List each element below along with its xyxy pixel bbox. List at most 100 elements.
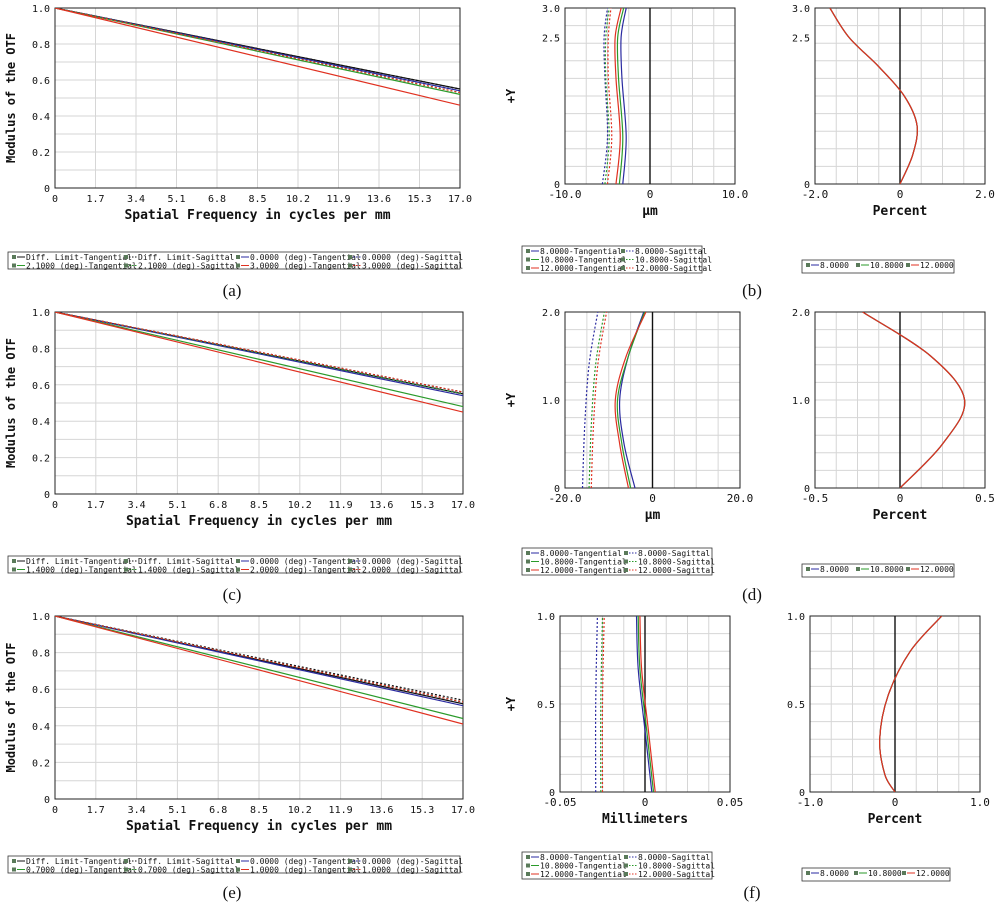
chart-b-left-xtick-label: 10.0 [722,188,749,201]
chart-e-series-line [55,616,463,720]
legend-e-entry: 0.0000 (deg)-Tangential [250,857,361,866]
legend-d-left-entry: 12.0000-Sagittal [638,566,715,575]
chart-e-ylabel: Modulus of the OTF [4,642,18,772]
chart-b-left-series-line [604,8,610,184]
legend-e-entry: Diff. Limit-Tangential [26,857,132,866]
chart-b-left-series-line [601,8,609,184]
legend-f-right-entry: 10.8000 [868,869,902,878]
legend-f-left-swatch [526,863,530,868]
chart-d-left-ylabel: +Y [504,392,518,407]
legend-f-left-entry: 10.8000-Tangential [540,862,627,871]
chart-d-left-ytick-label: 2.0 [542,308,560,319]
chart-d-right-xtick-label: 0.5 [975,492,995,505]
chart-e-ytick-label: 0.8 [32,649,50,660]
chart-c-xtick-label: 13.6 [369,500,393,511]
legend-b-left-swatch [621,257,625,262]
legend-b-left-swatch [621,266,625,270]
chart-b-right-ytick-label: 0 [804,180,810,191]
chart-e-ytick-label: 0 [44,795,50,806]
legend-b-left-entry: 10.8000-Sagittal [635,256,712,265]
legend-f-left-entry: 8.0000-Tangential [540,853,622,862]
chart-a-ytick-label: 0.4 [32,112,50,123]
legend-a-entry: 2.1000 (deg)-Sagittal [138,262,239,271]
chart-f-right-xlabel: Percent [868,812,923,827]
legend-e-swatch [348,867,352,872]
legend-c-entry: 2.0000 (deg)-Sagittal [362,566,463,575]
legend-c-swatch [124,559,128,563]
legend-c-entry: 1.4000 (deg)-Sagittal [138,566,239,575]
legend-b-left-entry: 8.0000-Tangential [540,247,622,256]
chart-d-left-series-line [616,312,646,488]
chart-f-left-series-line [601,616,605,792]
chart-c-series-group [55,312,463,413]
chart-c-xtick-label: 8.5 [250,500,268,511]
legend-d-right-entry: 8.0000 [820,565,849,574]
legend-f-left-swatch [526,872,530,876]
legend-b-right-entry: 12.0000 [920,261,954,270]
legend-a-swatch [124,263,128,268]
legend-b-left-swatch [526,266,530,270]
legend-c-entry: 1.4000 (deg)-Tangential [26,566,137,575]
chart-f-left-series-line [639,616,656,792]
legend-d-left-swatch [526,551,530,555]
chart-f-left-ytick-label: 0 [549,788,555,799]
legend-e-swatch [124,867,128,872]
chart-b-right-ytick-label: 3.0 [792,4,810,15]
legend-a-entry: Diff. Limit-Tangential [26,253,132,262]
legend-c-swatch [348,567,352,572]
chart-f-right-series-line [879,616,943,792]
chart-a-ylabel: Modulus of the OTF [4,33,18,163]
legend-b-right-entry: 8.0000 [820,261,849,270]
chart-e-xtick-label: 11.9 [329,805,353,816]
chart-a-xtick-label: 3.4 [127,194,145,205]
chart-f-left-xtick-label: 0.05 [717,796,744,809]
legend-f-right-entry: 8.0000 [820,869,849,878]
chart-d-right-xlabel: Percent [873,508,928,523]
legend-d-left-entry: 10.8000-Sagittal [638,558,715,567]
chart-d-right-xtick-label: 0 [897,492,904,505]
chart-d-right-ytick-label: 1.0 [792,396,810,407]
chart-a-xtick-label: 10.2 [286,194,310,205]
chart-f-right-ytick-label: 0 [799,788,805,799]
chart-f-left-xlabel: Millimeters [602,812,688,827]
caption-e: (e) [223,883,242,902]
chart-a-xtick-label: 0 [52,194,58,205]
legend-c-entry: Diff. Limit-Tangential [26,557,132,566]
chart-c-grid [55,312,463,494]
legend-d-left-swatch [624,568,628,572]
legend-f-left-entry: 12.0000-Tangential [540,870,627,879]
chart-b-right-series-group [829,8,918,184]
legend-d-left-swatch [526,568,530,572]
legend-d-right-swatch [806,567,810,571]
legend-a-entry: Diff. Limit-Sagittal [138,253,235,262]
chart-d-right-ytick-label: 2.0 [792,308,810,319]
chart-f-left-ytick-label: 0.5 [537,700,555,711]
legend-e-entry: 1.0000 (deg)-Sagittal [362,866,463,875]
legend-f-left-entry: 12.0000-Sagittal [638,870,715,879]
chart-c-ylabel: Modulus of the OTF [4,338,18,468]
chart-d-left-series-group [581,312,647,488]
legend-c-swatch [12,567,16,572]
legend-f-left-swatch [526,855,530,859]
chart-d-left-series-line [588,312,605,488]
chart-a-xtick-label: 1.7 [86,194,104,205]
chart-e-series-line [55,616,463,707]
chart-c-ytick-label: 0 [44,490,50,501]
caption-d: (d) [742,585,762,604]
chart-a-ytick-label: 0 [44,184,50,195]
chart-e-xtick-label: 13.6 [369,805,393,816]
legend-c-swatch [236,559,240,563]
legend-a-swatch [348,263,352,268]
chart-e-frame [54,615,464,800]
chart-c-ytick-label: 0.4 [32,417,50,428]
chart-b-left-ylabel: +Y [504,88,518,103]
legend-a-box [7,251,461,270]
chart-c-xtick-label: 3.4 [128,500,146,511]
legend-a-swatch [124,255,128,259]
chart-d-left-series-line [590,312,608,488]
legend-b-right-swatch [806,263,810,267]
chart-c-ytick-label: 0.6 [32,381,50,392]
chart-c-xtick-label: 11.9 [329,500,353,511]
chart-d-left-xtick-label: 0 [649,492,656,505]
legend-e-swatch [124,859,128,863]
